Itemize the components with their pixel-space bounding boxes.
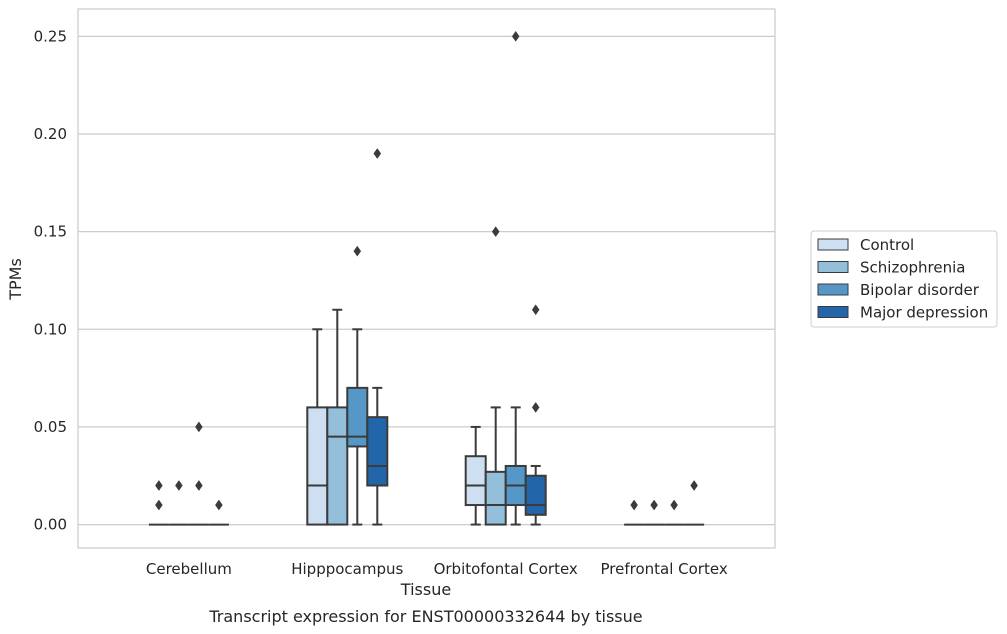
outlier-point — [531, 304, 540, 316]
legend-label: Major depression — [860, 304, 988, 322]
y-tick-label: 0.15 — [34, 223, 67, 241]
x-axis-label: Tissue — [400, 580, 451, 599]
box-group — [524, 304, 547, 526]
y-tick-label: 0.25 — [34, 27, 67, 45]
box-group — [148, 480, 169, 526]
outlier-point — [175, 480, 183, 491]
legend: Control Schizophrenia Bipolar disorder Majo… — [810, 230, 998, 328]
y-tick-label: 0.20 — [34, 125, 67, 143]
y-tick-labels: 0.00 0.05 0.10 0.15 0.20 0.25 — [34, 27, 67, 533]
box — [326, 406, 349, 526]
outlier-point — [670, 499, 678, 511]
legend-swatch — [817, 261, 849, 273]
outlier-point — [531, 401, 540, 413]
plot-area — [77, 8, 776, 549]
outlier-point — [353, 245, 362, 257]
box-group — [188, 421, 209, 526]
box-group — [504, 30, 527, 526]
box-group — [326, 308, 349, 526]
box-group — [624, 499, 645, 526]
box-group — [484, 226, 507, 526]
box-group — [664, 499, 685, 526]
box-group — [684, 480, 705, 526]
legend-label: Bipolar disorder — [860, 281, 980, 299]
outlier-point — [650, 499, 658, 511]
box — [524, 474, 547, 516]
box — [366, 416, 389, 487]
outlier-point — [155, 499, 163, 511]
x-tick-label: Prefrontal Cortex — [601, 560, 728, 578]
legend-swatch — [817, 306, 849, 318]
box-group — [346, 245, 369, 526]
outlier-point — [511, 30, 520, 42]
chart-caption: Transcript expression for ENST0000033264… — [208, 607, 642, 626]
x-tick-label: Cerebellum — [146, 560, 232, 578]
legend-swatch — [817, 283, 849, 296]
legend-label: Schizophrenia — [860, 259, 965, 277]
legend-swatch — [817, 238, 849, 251]
box — [306, 406, 329, 526]
y-axis-label: TPMs — [6, 258, 25, 301]
box — [484, 470, 507, 526]
x-tick-label: Hipppocampus — [291, 560, 403, 578]
box-group — [644, 499, 665, 526]
box-series — [148, 30, 705, 526]
outlier-point — [630, 499, 638, 511]
box-group — [208, 499, 229, 526]
legend-frame — [810, 230, 998, 328]
outlier-point — [195, 480, 203, 491]
box-group — [366, 148, 389, 526]
outlier-point — [491, 226, 500, 238]
outlier-point — [373, 148, 382, 159]
outlier-point — [215, 499, 223, 511]
x-tick-labels: Cerebellum Hipppocampus Orbitofontal Corte… — [146, 560, 728, 578]
legend-label: Control — [860, 236, 914, 254]
outlier-point — [195, 421, 203, 433]
box — [464, 455, 487, 507]
box-group — [168, 480, 189, 526]
outlier-point — [690, 480, 698, 491]
y-tick-label: 0.05 — [34, 418, 67, 436]
y-tick-label: 0.10 — [34, 320, 67, 338]
y-tick-label: 0.00 — [34, 516, 67, 534]
outlier-point — [155, 480, 163, 491]
x-tick-label: Orbitofontal Cortex — [434, 560, 578, 578]
